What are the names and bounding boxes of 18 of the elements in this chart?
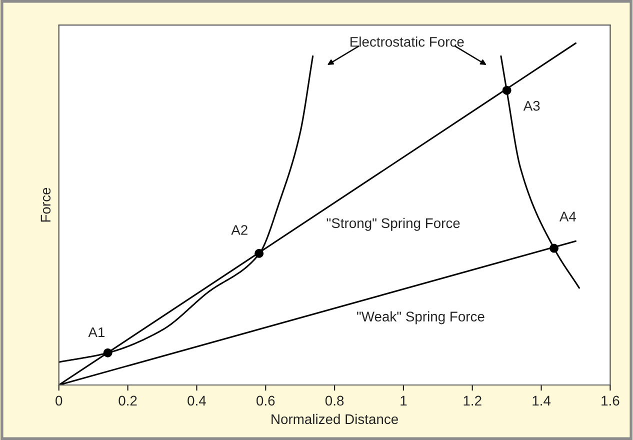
x-tick-label: 0.2 [118,396,137,406]
x-tick-label: 1.4 [532,396,551,406]
x-tick-label: 1.2 [464,396,482,406]
x-axis-title: Normalized Distance [272,414,398,424]
series-label: "Strong" Spring Force [326,218,460,231]
annotation: A1 [88,327,105,338]
annotation: A4 [559,212,576,222]
x-tick-label: 0.6 [256,396,275,406]
x-tick-label: 1 [400,396,407,406]
series-label: "Weak" Spring Force [357,311,484,324]
x-tick-label: 0.8 [325,396,344,406]
x-tick-label: 1.6 [602,396,620,406]
x-tick-label: 0.4 [188,396,206,406]
text: Electrostatic Force [350,36,464,47]
x-tick-label: 0 [56,396,62,406]
annotation: A3 [523,100,540,111]
annotation: A2 [231,225,248,235]
y-axis-title: Force [40,188,51,222]
